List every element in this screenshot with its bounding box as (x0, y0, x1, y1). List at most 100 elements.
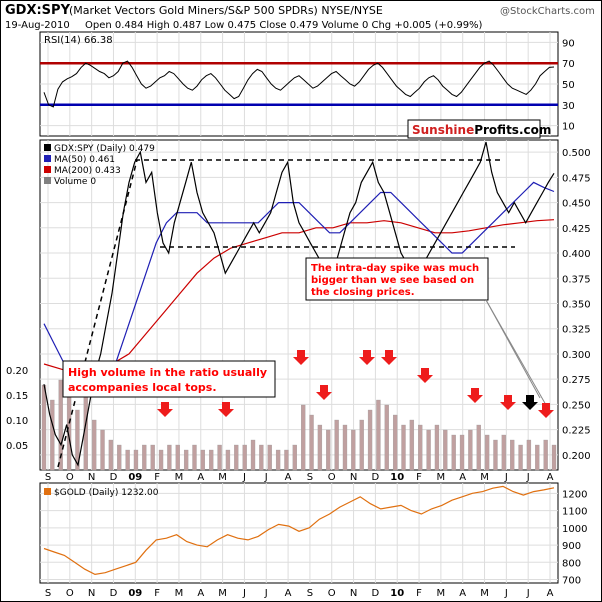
month-tick-label: M (437, 588, 446, 599)
price-tick-label: 0.250 (562, 400, 591, 411)
gold-tick-label: 1100 (562, 507, 587, 518)
spike-annotation-line-3: the closing prices. (311, 287, 415, 298)
month-tick-label: D (372, 588, 380, 599)
rsi-line (43, 60, 555, 108)
volume-bar (551, 444, 557, 471)
month-tick-label: A (285, 472, 292, 483)
volume-bar (167, 444, 172, 471)
volume-bar (100, 429, 105, 471)
spike-annotation-box (305, 257, 489, 301)
volume-bar (234, 444, 239, 471)
rsi-tick-label: 50 (562, 80, 575, 91)
red-arrow-icon (293, 350, 309, 365)
volume-tick-label: 0.10 (6, 416, 28, 427)
month-tick-label: A (459, 588, 466, 599)
month-tick-label: J (242, 588, 246, 599)
spike-pointer-2 (485, 299, 547, 406)
month-tick-label: A (197, 472, 204, 483)
volume-bar (309, 414, 314, 471)
volume-bar (175, 444, 180, 471)
price-tick-label: 0.200 (562, 451, 591, 462)
volume-bar (117, 444, 122, 471)
volume-bar (459, 434, 465, 471)
spike-annotation-line-2: bigger than we see based on (311, 275, 474, 286)
gold-panel (39, 482, 559, 584)
volume-bar (125, 449, 130, 471)
month-tick-label: F (154, 588, 160, 599)
red-arrow-icon (157, 402, 173, 417)
month-tick-label: M (175, 472, 184, 483)
volume-bar (484, 434, 490, 471)
volume-bar (301, 404, 306, 471)
month-tick-label: M (175, 588, 184, 599)
month-tick-label: O (328, 588, 336, 599)
volume-bar (434, 424, 440, 471)
price-legend-swatch (44, 144, 51, 151)
ohlc-summary: Open 0.484 High 0.487 Low 0.475 Close 0.… (85, 20, 483, 31)
month-tick-label: 10 (390, 472, 404, 483)
volume-bar (75, 409, 80, 471)
price-tick-label: 0.225 (562, 426, 591, 437)
month-tick-label: A (547, 472, 554, 483)
month-tick-label: M (218, 472, 227, 483)
month-tick-label: F (416, 588, 422, 599)
price-legend-swatch (44, 166, 51, 173)
volume-bar (359, 419, 364, 471)
volume-bar (92, 419, 97, 471)
volume-bar (401, 424, 406, 471)
month-tick-label: J (526, 472, 530, 483)
red-arrow-icon (359, 350, 375, 365)
red-arrow-icon (417, 368, 433, 383)
volume-bar (392, 414, 398, 471)
volume-bar (493, 439, 498, 471)
month-tick-label: F (154, 472, 160, 483)
rsi-tick-label: 10 (562, 122, 575, 133)
volume-bar (259, 444, 264, 471)
rsi-legend: RSI(14) 66.38 (44, 35, 113, 46)
month-tick-label: F (416, 472, 422, 483)
month-tick-label: M (480, 588, 489, 599)
volume-bar (384, 404, 389, 471)
month-tick-label: D (110, 472, 118, 483)
price-tick-label: 0.450 (562, 199, 591, 210)
month-tick-label: M (437, 472, 446, 483)
volume-annotation-line-2: accompanies local tops. (68, 381, 217, 394)
red-arrow-icon (316, 385, 332, 400)
red-arrow-icon (218, 402, 234, 417)
volume-bar (158, 449, 164, 471)
gold-tick-label: 800 (562, 558, 581, 569)
month-tick-label: J (242, 472, 246, 483)
price-tick-label: 0.275 (562, 375, 591, 386)
brand-part1: Sunshine (412, 123, 474, 137)
volume-bar (510, 439, 515, 471)
volume-bar (426, 429, 431, 471)
volume-bar (217, 444, 222, 471)
red-arrow-icon (467, 388, 483, 403)
brand-box (407, 119, 541, 139)
volume-tick-label: 0.05 (6, 441, 28, 452)
volume-bar (409, 419, 415, 471)
legends: RSI(14) 66.38 GDX:SPY (Daily) 0.479MA(50)… (44, 35, 159, 498)
volume-bar (518, 444, 523, 471)
volume-bar (58, 379, 63, 471)
volume-bar (535, 444, 540, 471)
spike-annotation-line-1: The intra-day spike was much (311, 263, 479, 274)
volume-bar (376, 399, 381, 471)
volume-bar (367, 409, 373, 471)
red-arrows (157, 350, 554, 418)
month-tick-label: N (350, 588, 357, 599)
volume-bar (183, 449, 189, 471)
month-tick-label: O (328, 472, 336, 483)
price-legend-label: Volume 0 (54, 177, 96, 187)
chart-date: 19-Aug-2010 (5, 20, 70, 31)
volume-bar (543, 439, 548, 471)
volume-bar (225, 449, 231, 471)
volume-bar (451, 434, 456, 471)
red-arrow-icon (500, 395, 516, 410)
price-legend-label: MA(200) 0.433 (54, 166, 121, 176)
volume-annotation-line-1: High volume in the ratio usually (68, 366, 267, 379)
volume-bar (275, 449, 281, 471)
price-legend-swatch (44, 177, 51, 184)
volume-bar (284, 449, 289, 471)
volume-bar (443, 429, 448, 471)
